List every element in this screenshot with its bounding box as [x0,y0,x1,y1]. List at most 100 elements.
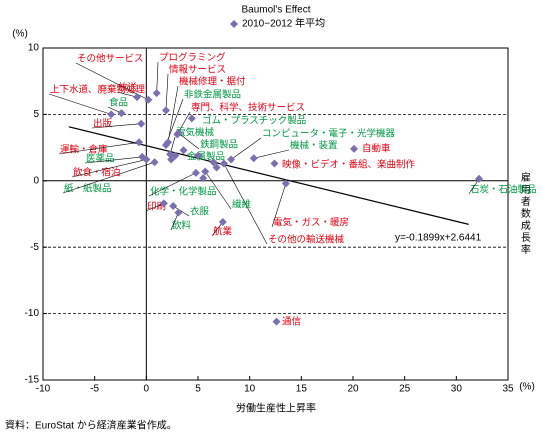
point [219,159,228,168]
plot-frame [42,47,509,381]
point [281,179,290,188]
point-label: 繊維 [232,199,252,211]
leader-line [71,159,147,178]
point-label: 映像・ビデオ・番組、楽曲制作 [282,159,416,171]
point [138,152,147,161]
point-label: 機械修理・据付 [179,76,246,88]
x-tick-label: 30 [451,384,463,395]
leader-line [145,203,165,212]
leader-line [178,132,200,150]
point [152,89,161,98]
leader-line [211,221,224,237]
leader-line [84,156,143,164]
point-label: 紙・紙製品 [64,183,112,195]
leader-line [62,161,155,194]
point-label: プログラミング [159,52,226,64]
x-tick-label: 15 [296,384,308,395]
leader-line [48,93,112,115]
x-tick-label: 10 [244,384,256,395]
point-label: 運輸・倉庫 [60,144,108,156]
point-label: 航業 [213,226,233,238]
point [201,167,210,176]
leader-line [253,149,290,159]
trendline [68,126,469,225]
y-tick-label: -10 [25,308,40,319]
leader-line [116,91,138,98]
point-label: 情報サービス [169,64,226,76]
point [209,158,218,167]
point [137,119,146,128]
point-label: 鉄鋼製品 [200,139,238,151]
point [179,146,188,155]
y-tick-label: 10 [28,43,40,54]
point-label: 飲食・宿泊 [73,167,121,179]
point-label: その他サービス [77,53,144,65]
leader-line [271,183,287,228]
point [159,199,168,208]
point-label: 衣服 [190,206,210,218]
y-tick-label: -15 [25,375,40,386]
point [107,110,116,119]
point-label: 電気・ガス・暖房 [273,217,349,229]
point [144,95,153,104]
point-label: 化学・化学製品 [150,186,217,198]
point [199,174,208,183]
point-label: 金属製品 [187,151,225,163]
point [218,217,227,226]
point [174,128,183,137]
y-axis-label: 雇用者数成長率 [518,171,530,256]
point [272,317,281,326]
leader-line [75,62,149,101]
leader-line [148,172,197,197]
legend-label: 2010−2012 年平均 [242,17,325,30]
y-unit: (%) [12,29,28,40]
point [194,151,202,160]
point-label: 専門、科学、技術サービス [191,102,305,114]
point-label: 自動車 [362,143,391,155]
leader-line [223,163,268,245]
point-label: 石炭・石油製品 [470,184,537,196]
point [171,151,180,160]
x-axis-label: 労働生産性上昇率 [236,402,316,415]
x-unit: (%) [519,382,535,393]
point-label: 放送 [118,82,138,94]
point [161,106,170,115]
leader-line [91,123,142,129]
point [161,140,170,149]
point-label: 飲料 [172,220,192,232]
leader-line [58,141,140,155]
x-tick-label: 25 [399,384,411,395]
point [169,202,178,211]
point-label: コンピュータ・電子・光学機器 [262,128,396,140]
point-label: 食品 [109,97,128,109]
x-tick-label: 5 [195,384,201,395]
leader-line [230,137,262,160]
leader-line [156,61,159,94]
point-label: その他の輸送機械 [268,234,345,246]
x-tick-label: 0 [144,384,150,395]
point [249,154,258,163]
point [212,163,221,172]
x-tick-label: 35 [502,384,514,395]
x-tick-label: 20 [347,384,359,395]
point [174,208,183,217]
point-label: 電気機械 [176,127,215,139]
point [475,174,484,183]
legend-marker [230,20,238,28]
point-label: ゴム・プラスチック製品 [202,115,306,127]
x-tick-label: -5 [90,384,99,395]
y-tick-label: 0 [33,175,39,186]
point [187,114,196,123]
x-tick-label: -10 [36,384,51,395]
point-label: 非鉄金属製品 [184,89,241,101]
point [135,138,144,147]
chart-title: Baumol's Effect [242,5,311,16]
point-label: 医薬品 [86,153,115,165]
leader-line [170,212,179,231]
point [167,155,176,164]
point-label: 機械・装置 [290,140,338,152]
point [117,109,126,118]
y-tick-label: 5 [33,109,39,120]
leader-line [165,98,184,146]
